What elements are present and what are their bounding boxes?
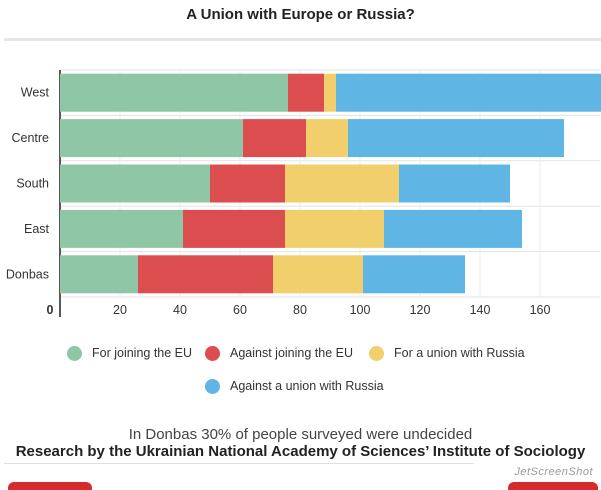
legend-label: Against joining the EU (230, 346, 353, 360)
footer-tab-right (508, 482, 598, 490)
legend-label: For a union with Russia (394, 346, 525, 360)
x-tick-label: 160 (530, 303, 551, 317)
bar-south-series-0 (60, 164, 210, 203)
x-tick-label: 120 (410, 303, 431, 317)
bar-donbas-series-2 (273, 255, 363, 294)
legend-swatch-for-joining-eu (67, 345, 82, 361)
footer-divider (4, 463, 474, 464)
chart-title: A Union with Europe or Russia? (186, 6, 415, 23)
legend-item-for-joining-eu: For joining the EU (67, 343, 192, 363)
chart-source: Research by the Ukrainian National Acade… (15, 443, 586, 460)
bar-donbas-series-0 (60, 255, 138, 294)
bar-centre-series-2 (306, 119, 348, 158)
watermark: JetScreenShot (514, 466, 593, 478)
bar-south-series-3 (399, 164, 510, 203)
bar-centre-series-1 (243, 119, 306, 158)
bar-donbas-series-3 (363, 255, 465, 294)
footer-tab-left (8, 482, 92, 490)
bar-centre-series-3 (348, 119, 564, 158)
stacked-bar-chart: West Centre South East Donbas 0 20 40 60 80 100 120… (6, 69, 601, 317)
bar-centre-series-0 (60, 119, 243, 158)
bars (60, 73, 601, 294)
bar-west-series-3 (336, 73, 601, 112)
bar-west-series-0 (60, 73, 288, 112)
bar-east-series-1 (183, 209, 285, 248)
x-tick-label: 80 (293, 303, 307, 317)
legend-item-for-union-russia: For a union with Russia (369, 343, 525, 363)
chart-note: In Donbas 30% of people surveyed were un… (128, 426, 473, 443)
legend-swatch-for-union-russia (369, 345, 384, 361)
bar-south-series-1 (210, 164, 285, 203)
category-label: East (24, 222, 50, 236)
x-tick-label: 100 (350, 303, 371, 317)
legend-item-against-union-russia: Against a union with Russia (205, 376, 384, 396)
category-label: South (16, 177, 49, 191)
x-tick-label: 40 (173, 303, 187, 317)
category-label: Donbas (6, 267, 49, 281)
legend-swatch-against-joining-eu (205, 345, 220, 361)
x-tick-label: 60 (233, 303, 247, 317)
bar-east-series-2 (285, 209, 384, 248)
x-tick-label: 140 (470, 303, 491, 317)
bar-south-series-2 (285, 164, 399, 203)
legend-item-against-joining-eu: Against joining the EU (205, 343, 353, 363)
x-tick-label: 0 (47, 303, 54, 317)
bar-west-series-1 (288, 73, 324, 112)
bar-east-series-0 (60, 209, 183, 248)
title-divider (4, 38, 601, 41)
legend-swatch-against-union-russia (205, 378, 220, 394)
category-label: Centre (11, 131, 49, 145)
bar-donbas-series-1 (138, 255, 273, 294)
x-tick-label: 20 (113, 303, 127, 317)
legend-label: Against a union with Russia (230, 379, 384, 393)
axis-labels: West Centre South East Donbas 0 20 40 60 80 100 120… (6, 86, 551, 317)
bar-west-series-2 (324, 73, 336, 112)
category-label: West (21, 86, 50, 100)
bar-east-series-3 (384, 209, 522, 248)
legend-label: For joining the EU (92, 346, 193, 360)
